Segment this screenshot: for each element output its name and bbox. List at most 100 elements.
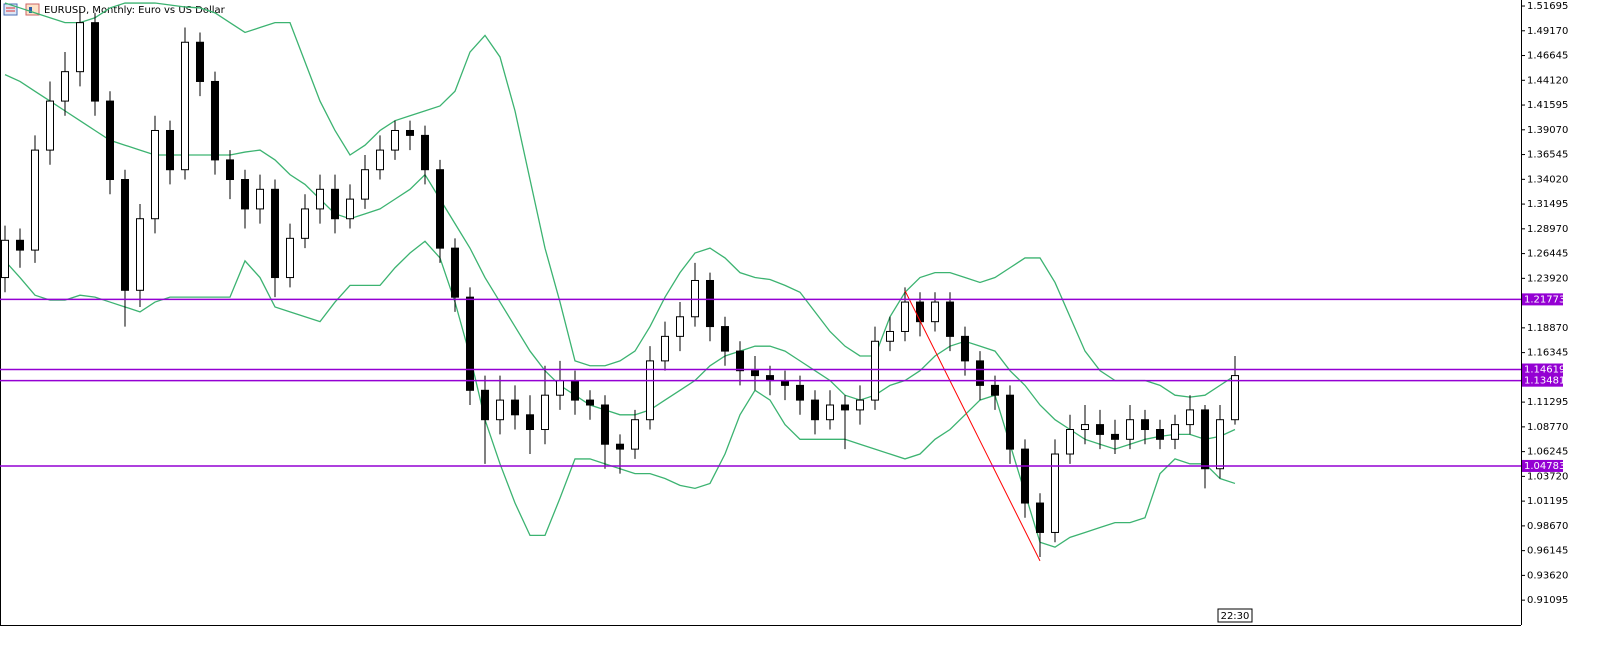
candle-body	[886, 330, 894, 342]
candle-body	[931, 301, 939, 323]
y-tick-label: 1.03720	[1527, 471, 1568, 482]
y-tick-label: 1.41595	[1527, 100, 1568, 111]
y-tick-label: 0.91095	[1527, 595, 1568, 606]
y-tick-label: 1.28970	[1527, 224, 1568, 235]
candle-body	[691, 279, 699, 318]
candle-body	[121, 179, 129, 291]
candle-body	[181, 41, 189, 171]
candle-body	[571, 379, 579, 401]
y-tick-label: 1.31495	[1527, 199, 1568, 210]
candle-body	[556, 379, 564, 396]
candle-body	[1096, 424, 1104, 435]
candle-body	[871, 340, 879, 401]
candle-body	[406, 129, 414, 136]
candle-body	[16, 239, 24, 251]
candle-body	[31, 149, 39, 251]
candle-body	[436, 169, 444, 249]
price-level-tag	[1522, 374, 1563, 387]
candle-body	[1186, 409, 1194, 426]
candle-body	[601, 404, 609, 445]
candle-body	[541, 394, 549, 431]
candle-body	[511, 399, 519, 416]
candle-body	[916, 301, 924, 323]
candle-body	[616, 443, 624, 450]
y-tick-label: 1.26445	[1527, 249, 1568, 260]
y-tick-label: 1.08770	[1527, 422, 1568, 433]
candle-body	[346, 198, 354, 220]
candle-body	[586, 399, 594, 406]
candle-body	[106, 100, 114, 181]
candle-body	[1006, 394, 1014, 450]
candle-body	[481, 389, 489, 421]
candle-body	[1201, 409, 1209, 470]
y-tick-label: 1.36545	[1527, 150, 1568, 161]
y-tick-label: 1.23920	[1527, 273, 1568, 284]
candle-body	[1156, 429, 1164, 440]
price-level-tag	[1522, 363, 1563, 376]
candle-body	[166, 129, 174, 171]
candle-body	[271, 188, 279, 279]
candle-body	[61, 71, 69, 102]
candle-body	[841, 404, 849, 411]
candle-body	[811, 399, 819, 421]
candle-body	[646, 360, 654, 421]
y-tick-label: 1.11295	[1527, 397, 1568, 408]
price-level-label: 1.14619	[1524, 365, 1565, 376]
symbol-icons	[3, 3, 40, 16]
candle-body	[91, 22, 99, 102]
y-tick-label: 1.18870	[1527, 323, 1568, 334]
candle-body	[466, 296, 474, 391]
candle-body	[676, 316, 684, 337]
candle-body	[751, 370, 759, 377]
chart-title: EURUSD, Monthly: Euro vs US Dollar	[44, 5, 226, 16]
candle-body	[1171, 424, 1179, 440]
time-box: 22:30	[1217, 608, 1253, 623]
candle-body	[1081, 424, 1089, 431]
price-level-label: 1.04783	[1524, 461, 1565, 472]
candle-body	[46, 100, 54, 151]
candle-body	[1021, 448, 1029, 504]
candle-body	[361, 169, 369, 200]
candle-body	[286, 237, 294, 279]
y-tick-label: 1.16345	[1527, 348, 1568, 359]
candle-body	[1216, 419, 1224, 470]
candle-body	[526, 414, 534, 431]
y-tick-label: 1.34020	[1527, 174, 1568, 185]
candle-body	[1111, 433, 1119, 440]
candle-body	[241, 179, 249, 210]
candle-body	[1036, 502, 1044, 533]
time-label: 22:30	[1221, 611, 1250, 622]
candle-body	[226, 159, 234, 181]
trendline	[904, 290, 1041, 562]
candle-body	[796, 384, 804, 401]
price-level-label: 1.13481	[1524, 376, 1565, 387]
candle-body	[766, 375, 774, 381]
candle-body	[391, 129, 399, 151]
candle-body	[1, 239, 9, 279]
price-level-label: 1.21773	[1524, 294, 1565, 305]
candle-body	[721, 326, 729, 352]
y-tick-label: 1.39070	[1527, 125, 1568, 136]
y-tick-label: 1.01195	[1527, 496, 1568, 507]
candle-body	[151, 129, 159, 220]
candle-body	[961, 335, 969, 362]
candle-body	[1141, 419, 1149, 431]
candle-body	[76, 22, 84, 73]
y-tick-label: 1.51695	[1527, 1, 1568, 12]
candle-body	[856, 399, 864, 411]
candle-body	[196, 41, 204, 82]
y-tick-label: 1.44120	[1527, 75, 1568, 86]
bollinger-middle	[4, 74, 1236, 450]
candle-body	[331, 188, 339, 220]
candle-body	[1231, 375, 1239, 421]
candle-body	[736, 350, 744, 372]
y-tick-label: 0.93620	[1527, 570, 1568, 581]
icon	[29, 7, 32, 13]
candle-body	[376, 149, 384, 171]
candle-body	[1126, 419, 1134, 440]
candle-body	[136, 218, 144, 291]
y-tick-label: 1.06245	[1527, 447, 1568, 458]
candle-body	[301, 208, 309, 239]
